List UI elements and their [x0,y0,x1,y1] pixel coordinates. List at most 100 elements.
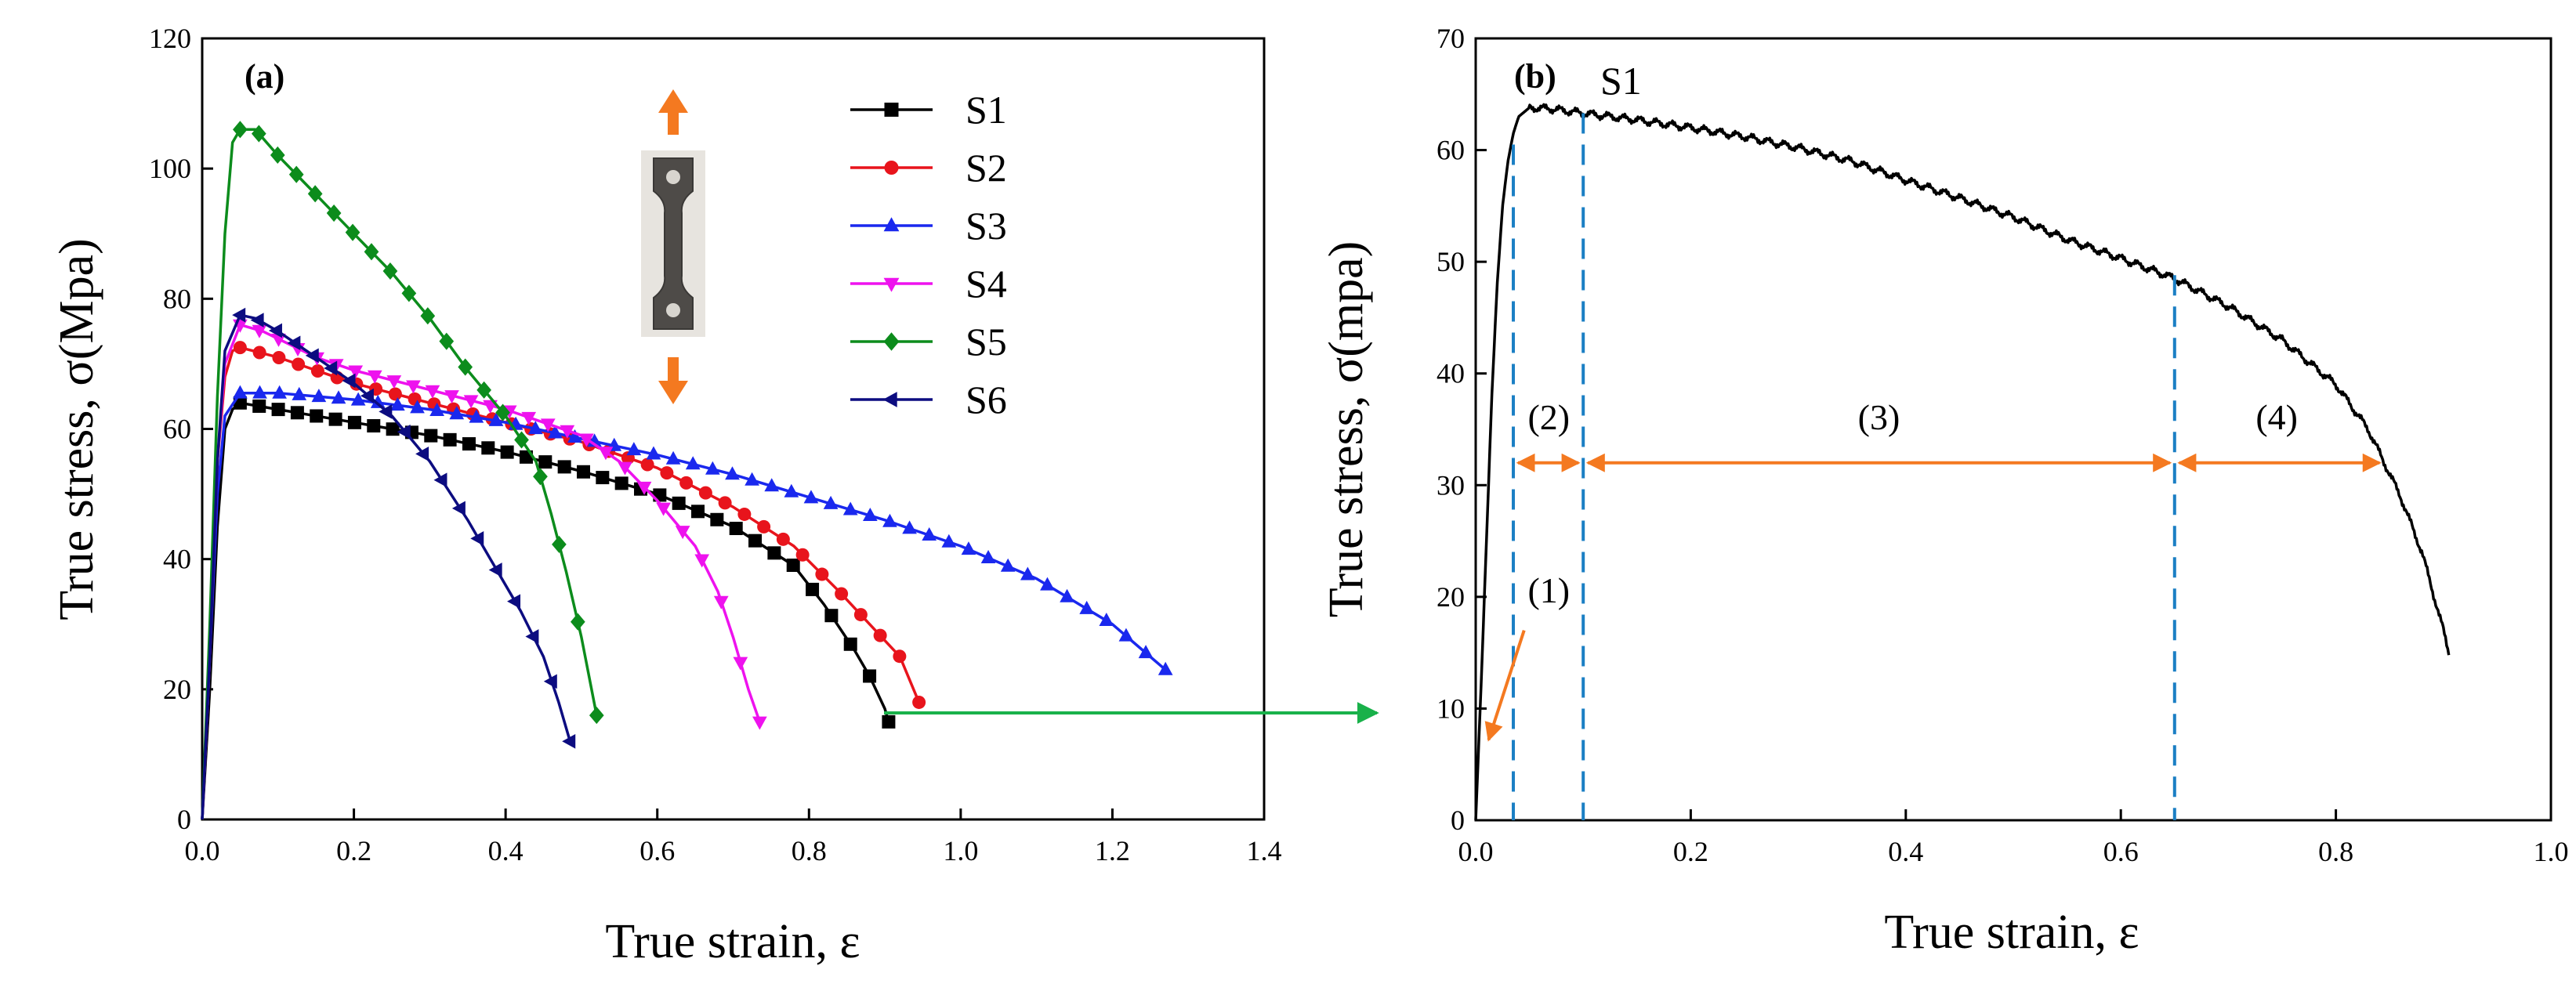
panel-a-ticks: 0.0 0.2 0.4 0.6 0.8 1.0 1.2 1.4 0 20 40 60 80 100 120 [149,23,1282,866]
x-tick-label: 0.2 [1673,836,1708,867]
legend-marker-s5 [883,332,900,351]
series-s6-point [268,323,282,338]
series-s1-point [843,637,857,651]
series-s4-point [656,502,671,516]
x-tick-label: 0.0 [185,835,220,866]
series-s5-point [420,307,436,325]
series-s4-point [579,433,594,447]
series-s3-point [292,386,307,400]
series-s1-point [500,445,514,459]
series-s5-point [514,431,529,449]
series-s2-point [272,350,286,364]
series-s2-point [893,649,907,664]
series-s2-point [873,628,887,642]
series-s3-point [882,513,897,527]
series-s1-point [767,546,781,560]
series-s3-point [665,450,681,465]
series-s6-point [379,403,393,419]
series-s6-point [232,307,246,323]
series-s4-point [463,395,479,409]
series-s2-point [912,695,926,709]
y-tick-label: 60 [1437,135,1465,166]
series-s5-point [589,707,604,725]
series-s3-point [350,392,366,406]
series-s2-point [835,587,849,601]
region-1-pointer-arrow [1484,630,1526,742]
series-s3-point [961,541,976,555]
series-s3-point [567,429,582,443]
series-s2-point [679,476,694,490]
series-s3-point [842,501,858,515]
series-s3-point [1040,577,1055,591]
panel-b-ticks: 0.0 0.2 0.4 0.6 0.8 1.0 0 10 20 30 40 50 60 70 [1437,23,2569,867]
series-s4-point [348,365,364,379]
series-s4-point [252,324,267,338]
x-tick-label: 1.0 [943,835,978,866]
series-s3-point [922,527,937,541]
series-s5-point [458,358,473,376]
specimen-inset [641,89,705,404]
series-s1-point [538,455,553,469]
series-s6-point [507,594,521,610]
region-label: (4) [2255,397,2298,437]
series-s6-point [543,674,557,689]
series-s6-point [525,629,539,644]
series-s6-point [324,360,338,376]
series-s1-point [576,465,590,479]
panel-a-plot-frame [201,37,1266,821]
series-s5-point [476,381,491,399]
y-tick-label: 20 [163,674,191,705]
series-s2-point [698,486,712,500]
series-s3-point [685,456,701,470]
series-s5-point [570,613,585,631]
series-s4-point [540,418,556,432]
series-s6-point [250,313,264,327]
specimen-body [653,157,694,330]
series-s6-point [287,335,301,351]
series-s6-point [305,348,319,364]
series-s5-point [495,403,510,421]
series-s6-point [562,733,576,749]
x-tick-label: 0.2 [336,835,371,866]
panel-a-y-axis-label: True stress, σ(Mpa) [50,238,103,620]
y-tick-label: 0 [177,804,191,835]
series-s3-point [705,461,720,475]
series-s3-point [862,507,878,521]
series-s2-point [776,532,790,546]
series-s5-point [439,332,455,350]
x-tick-label: 0.8 [792,835,827,866]
series-s6-point [451,501,466,516]
y-tick-label: 40 [1437,358,1465,389]
y-tick-label: 80 [163,283,191,314]
series-s2-point [737,507,752,521]
series-s6-point [488,562,502,577]
series-s4-point [694,554,710,568]
specimen-bottom-hole [666,303,680,317]
series-s3-point [449,406,465,420]
series-s5-point [326,204,342,222]
legend-label-s6: S6 [966,378,1007,421]
tension-arrow-up-icon [658,89,688,135]
series-s1-point [882,714,896,729]
series-s5-point [288,165,304,183]
series-s5-point [401,284,417,302]
series-s6-point [342,373,356,389]
y-tick-label: 120 [149,23,191,54]
series-s3-point [980,549,996,563]
panel-a-x-axis-label: True strain, ε [605,915,860,968]
series-s4-point [560,425,575,439]
series-s2-point [815,567,829,581]
series-s3-point [527,421,543,435]
panel-b-curves [1474,103,2451,821]
series-s3-line [201,392,1167,820]
series-s5-point [270,146,285,165]
y-tick-label: 100 [149,153,191,184]
legend-marker-s2 [884,161,899,175]
series-s2-point [292,357,306,371]
panel-a-legend: S1 S2 S3 S4 S5 S6 [850,88,1007,421]
series-s3-point [1158,661,1173,675]
series-s5-point [233,121,248,139]
series-s4-point [618,461,632,476]
series-s5-point [307,185,323,203]
series-s3-point [725,466,740,480]
